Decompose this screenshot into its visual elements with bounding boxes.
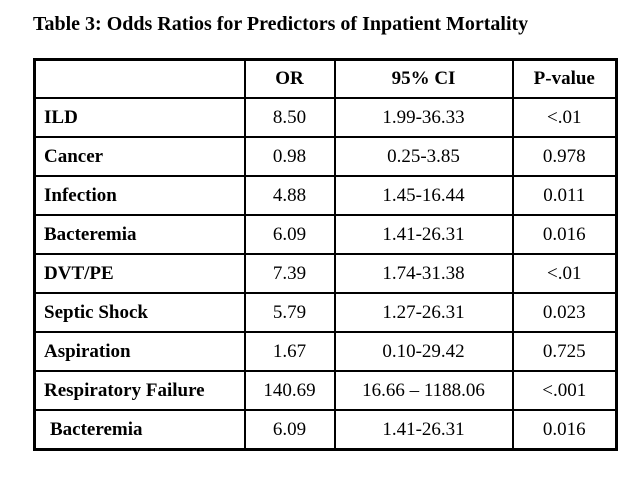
ci-value-cell: 1.27-26.31 bbox=[333, 292, 514, 333]
or-value-cell: 1.67 bbox=[243, 331, 336, 372]
ci-value-cell: 16.66 – 1188.06 bbox=[333, 370, 514, 411]
table-row: Bacteremia 6.09 1.41-26.31 0.016 bbox=[33, 214, 618, 255]
p-value-cell: 0.016 bbox=[511, 214, 618, 255]
table-row: Aspiration 1.67 0.10-29.42 0.725 bbox=[33, 331, 618, 372]
header-row: OR 95% CI P-value bbox=[33, 58, 618, 99]
p-value-cell: 0.016 bbox=[511, 409, 618, 451]
row-label-cell: Bacteremia bbox=[33, 409, 246, 451]
header-cell-or: OR bbox=[243, 58, 336, 99]
table-row: DVT/PE 7.39 1.74-31.38 <.01 bbox=[33, 253, 618, 294]
row-label-cell: Infection bbox=[33, 175, 246, 216]
or-value-cell: 4.88 bbox=[243, 175, 336, 216]
ci-value-cell: 1.74-31.38 bbox=[333, 253, 514, 294]
or-value-cell: 0.98 bbox=[243, 136, 336, 177]
table-row: Bacteremia 6.09 1.41-26.31 0.016 bbox=[33, 409, 618, 451]
row-label-cell: Cancer bbox=[33, 136, 246, 177]
header-cell-ci: 95% CI bbox=[333, 58, 514, 99]
p-value-cell: <.01 bbox=[511, 97, 618, 138]
odds-ratios-table: OR 95% CI P-value ILD 8.50 1.99-36.33 <.… bbox=[33, 58, 618, 451]
p-value-cell: <.001 bbox=[511, 370, 618, 411]
row-label-cell: Septic Shock bbox=[33, 292, 246, 333]
table-caption: Table 3: Odds Ratios for Predictors of I… bbox=[33, 13, 529, 35]
p-value-cell: 0.011 bbox=[511, 175, 618, 216]
ci-value-cell: 1.41-26.31 bbox=[333, 409, 514, 451]
table-row: Infection 4.88 1.45-16.44 0.011 bbox=[33, 175, 618, 216]
table-row: Respiratory Failure 140.69 16.66 – 1188.… bbox=[33, 370, 618, 411]
p-value-cell: <.01 bbox=[511, 253, 618, 294]
row-label-cell: Bacteremia bbox=[33, 214, 246, 255]
or-value-cell: 6.09 bbox=[243, 214, 336, 255]
or-value-cell: 6.09 bbox=[243, 409, 336, 451]
or-value-cell: 8.50 bbox=[243, 97, 336, 138]
p-value-cell: 0.978 bbox=[511, 136, 618, 177]
row-label-cell: DVT/PE bbox=[33, 253, 246, 294]
p-value-cell: 0.023 bbox=[511, 292, 618, 333]
table-row: ILD 8.50 1.99-36.33 <.01 bbox=[33, 97, 618, 138]
table-row: Septic Shock 5.79 1.27-26.31 0.023 bbox=[33, 292, 618, 333]
or-value-cell: 7.39 bbox=[243, 253, 336, 294]
header-cell-pvalue: P-value bbox=[511, 58, 618, 99]
ci-value-cell: 1.99-36.33 bbox=[333, 97, 514, 138]
or-value-cell: 5.79 bbox=[243, 292, 336, 333]
p-value-cell: 0.725 bbox=[511, 331, 618, 372]
row-label-cell: Aspiration bbox=[33, 331, 246, 372]
ci-value-cell: 0.25-3.85 bbox=[333, 136, 514, 177]
table-row: Cancer 0.98 0.25-3.85 0.978 bbox=[33, 136, 618, 177]
ci-value-cell: 0.10-29.42 bbox=[333, 331, 514, 372]
ci-value-cell: 1.45-16.44 bbox=[333, 175, 514, 216]
row-label-cell: Respiratory Failure bbox=[33, 370, 246, 411]
or-value-cell: 140.69 bbox=[243, 370, 336, 411]
ci-value-cell: 1.41-26.31 bbox=[333, 214, 514, 255]
header-cell-empty bbox=[33, 58, 246, 99]
row-label-cell: ILD bbox=[33, 97, 246, 138]
